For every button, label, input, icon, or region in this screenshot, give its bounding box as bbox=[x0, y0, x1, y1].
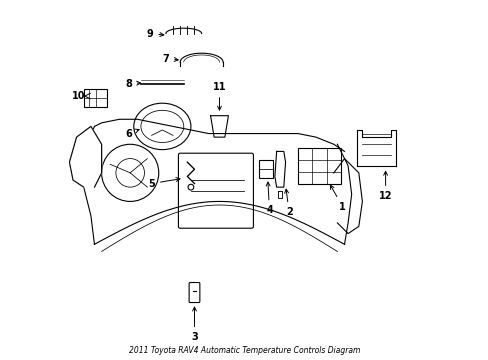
Text: 8: 8 bbox=[125, 78, 141, 89]
Text: 7: 7 bbox=[162, 54, 178, 64]
Text: 2: 2 bbox=[284, 189, 292, 217]
Text: 2011 Toyota RAV4 Automatic Temperature Controls Diagram: 2011 Toyota RAV4 Automatic Temperature C… bbox=[128, 346, 360, 355]
Text: 4: 4 bbox=[265, 182, 272, 215]
Text: 6: 6 bbox=[125, 129, 139, 139]
Text: 1: 1 bbox=[330, 185, 346, 212]
Text: 9: 9 bbox=[146, 28, 163, 39]
Text: 11: 11 bbox=[212, 82, 226, 110]
Text: 12: 12 bbox=[378, 171, 391, 201]
Text: 3: 3 bbox=[191, 307, 198, 342]
Text: 5: 5 bbox=[148, 177, 180, 189]
Polygon shape bbox=[69, 126, 102, 187]
Text: 10: 10 bbox=[72, 91, 85, 101]
